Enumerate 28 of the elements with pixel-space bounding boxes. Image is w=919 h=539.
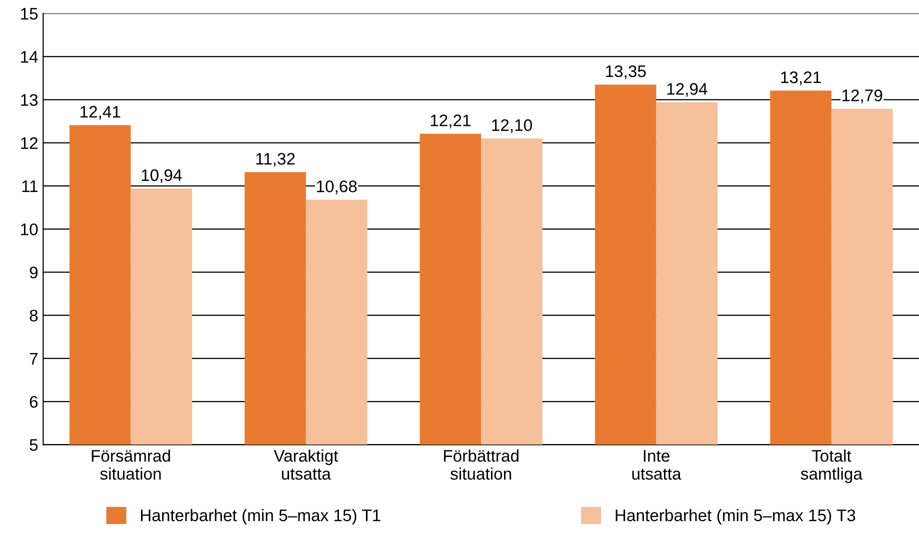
data-label: 12,10	[492, 119, 532, 134]
x-tick-label: Inte utsatta	[632, 450, 682, 480]
x-tick-label: Varaktigt utsatta	[274, 450, 338, 480]
legend-label: Hanterbarhet (min 5–max 15) T1	[141, 509, 380, 525]
y-tick-label: 9	[30, 266, 38, 278]
data-label: 13,35	[606, 65, 646, 80]
data-label: 10,94	[142, 169, 182, 184]
y-tick-label: 15	[21, 8, 38, 20]
y-tick-label: 13	[21, 94, 38, 106]
data-label: 12,94	[667, 83, 708, 97]
data-label: 11,32	[256, 152, 295, 167]
data-label: 12,21	[430, 114, 470, 128]
legend-label: Hanterbarhet (min 5–max 15) T3	[616, 509, 856, 525]
y-tick-label: 6	[30, 396, 38, 408]
data-label: 12,79	[842, 90, 882, 104]
data-label: 12,41	[80, 106, 120, 120]
x-tick-label: Totalt samtliga	[800, 450, 862, 484]
x-tick-label: Förbättrad situation	[444, 450, 518, 480]
y-tick-label: 8	[30, 310, 38, 322]
y-tick-label: 5	[30, 439, 38, 451]
data-label: 13,21	[781, 71, 821, 86]
y-tick-label: 11	[22, 180, 38, 192]
x-tick-label: Försämrad situation	[92, 450, 170, 480]
y-tick-label: 12	[21, 137, 38, 149]
y-tick-label: 7	[30, 353, 38, 364]
y-tick-label: 10	[21, 223, 38, 236]
y-tick-label: 14	[21, 51, 38, 63]
data-label: 10,68	[317, 180, 357, 194]
